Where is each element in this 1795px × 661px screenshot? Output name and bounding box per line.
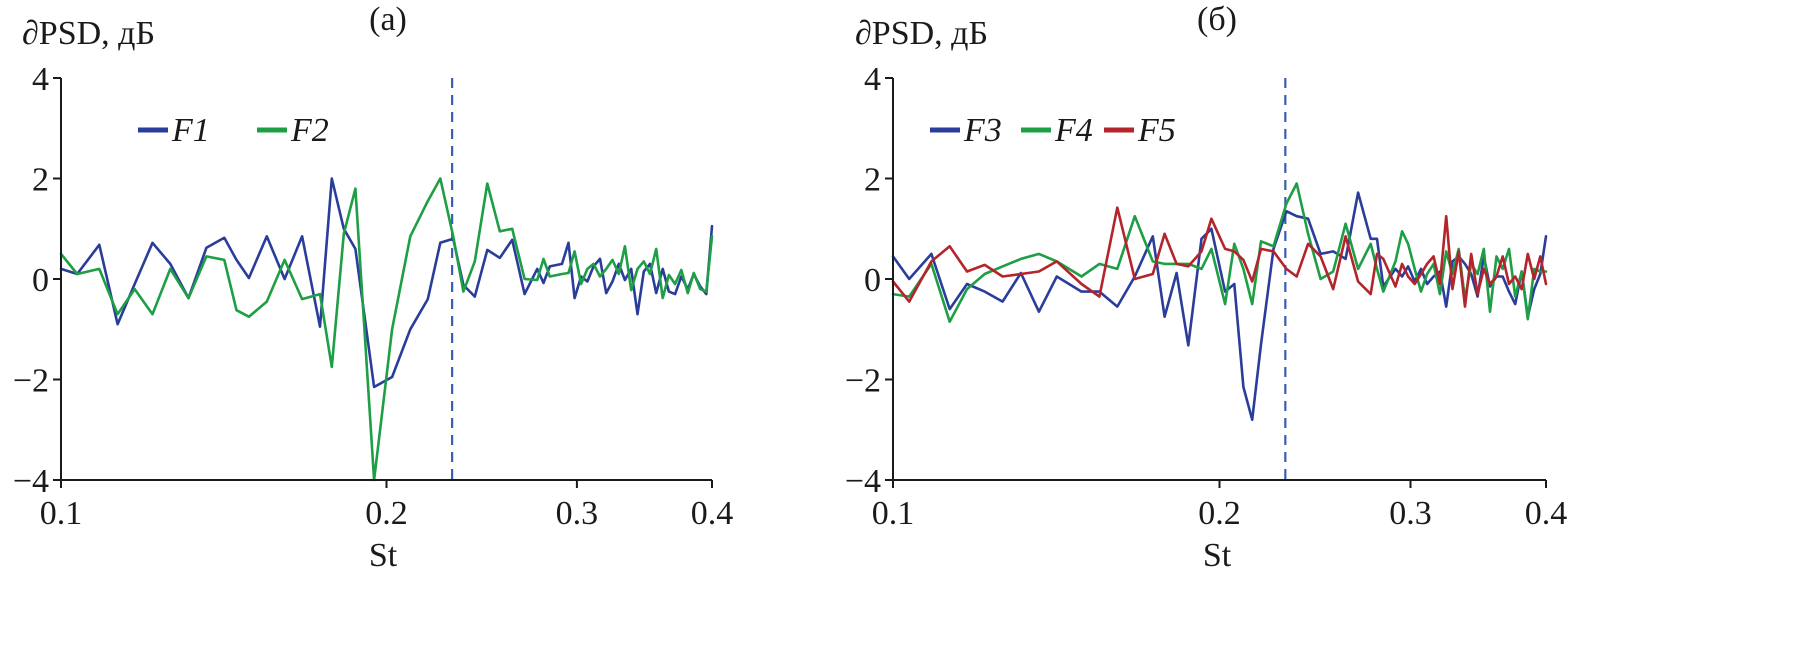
x-tick-label-a: 0.1 xyxy=(40,495,83,532)
x-tick-label-a: 0.3 xyxy=(556,495,599,532)
panel-a: (a) ∂PSD, дБ St −4 −2 0 2 4 0.1 0.2 0.3 0.4 F1 F2 xyxy=(13,1,733,574)
panel-label-a: (a) xyxy=(369,1,407,38)
panel-b: (б) ∂PSD, дБ St −4 −2 0 2 4 0.1 0.2 0.3 0.4 F3 F4… xyxy=(845,1,1567,574)
series-line-f2 xyxy=(59,177,714,482)
x-tick-label-b: 0.1 xyxy=(872,495,915,532)
y-axis-title-a: ∂PSD, дБ xyxy=(22,15,155,52)
x-tick-label-b: 0.4 xyxy=(1525,495,1568,532)
y-tick-label-a: −2 xyxy=(13,363,49,400)
panel-label-b: (б) xyxy=(1197,1,1237,38)
series-group-a xyxy=(59,177,714,482)
x-axis-title-b: St xyxy=(1203,537,1232,574)
legend-a: F1 F2 xyxy=(138,112,329,149)
y-tick-label-a: −4 xyxy=(13,463,49,500)
series-group-b xyxy=(891,182,1548,422)
legend-label-f3: F3 xyxy=(963,112,1002,149)
y-tick-label-a: 0 xyxy=(32,262,49,299)
legend-label-f1: F1 xyxy=(171,112,210,149)
series-line-f4 xyxy=(891,182,1548,324)
legend-label-f4: F4 xyxy=(1054,112,1093,149)
y-tick-label-b: −4 xyxy=(845,463,881,500)
x-tick-label-b: 0.2 xyxy=(1198,495,1241,532)
y-tick-label-b: 2 xyxy=(864,162,881,199)
series-line-f5 xyxy=(891,206,1548,308)
y-tick-label-b: −2 xyxy=(845,363,881,400)
y-tick-label-a: 2 xyxy=(32,162,49,199)
y-tick-label-a: 4 xyxy=(32,61,49,98)
axes-a: −4 −2 0 2 4 0.1 0.2 0.3 0.4 xyxy=(13,61,733,532)
x-tick-label-a: 0.4 xyxy=(691,495,734,532)
x-tick-label-a: 0.2 xyxy=(365,495,408,532)
legend-label-f5: F5 xyxy=(1137,112,1176,149)
legend-b: F3 F4 F5 xyxy=(930,112,1176,149)
series-line-f1 xyxy=(59,177,714,389)
legend-label-f2: F2 xyxy=(290,112,329,149)
y-axis-title-b: ∂PSD, дБ xyxy=(855,15,988,52)
y-tick-label-b: 4 xyxy=(864,61,881,98)
x-tick-label-b: 0.3 xyxy=(1389,495,1432,532)
y-tick-label-b: 0 xyxy=(864,262,881,299)
axes-b: −4 −2 0 2 4 0.1 0.2 0.3 0.4 xyxy=(845,61,1567,532)
x-axis-title-a: St xyxy=(369,537,398,574)
